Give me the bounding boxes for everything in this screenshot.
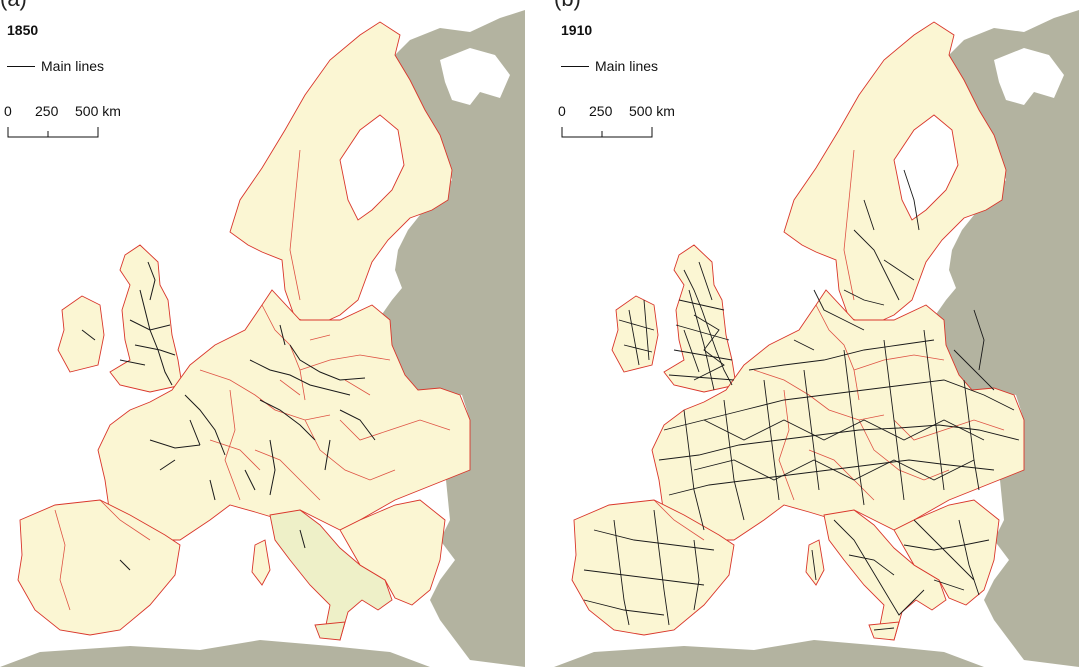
legend-line-symbol xyxy=(561,65,589,67)
ireland xyxy=(611,295,659,373)
year-label: 1850 xyxy=(7,22,39,38)
map-1910-svg xyxy=(554,10,1079,667)
italy xyxy=(823,509,947,641)
scale-label-zero: 0 xyxy=(4,103,12,119)
scale-label-mid: 250 xyxy=(35,103,59,119)
legend: Main lines xyxy=(7,57,104,75)
scale-label-end: 500 km xyxy=(629,103,675,119)
italy xyxy=(269,509,393,641)
balkans xyxy=(339,499,446,606)
north-africa xyxy=(0,640,430,667)
internal-borders xyxy=(54,149,451,611)
non-study-land xyxy=(554,10,1079,667)
ireland xyxy=(57,295,105,373)
sardinia xyxy=(251,539,271,586)
eastern-land-mass xyxy=(926,10,1079,667)
great-britain xyxy=(109,244,183,393)
railway-lines-1910 xyxy=(583,169,1020,631)
map-1850-svg xyxy=(0,10,525,667)
legend-label: Main lines xyxy=(595,58,659,74)
white-sea xyxy=(994,48,1064,105)
year-label: 1910 xyxy=(561,22,593,38)
internal-borders xyxy=(653,149,1005,541)
scale-label-mid: 250 xyxy=(589,103,613,119)
finland-east xyxy=(339,114,405,221)
finland-east xyxy=(893,114,959,221)
sardinia xyxy=(805,539,825,586)
scale-label-end: 500 km xyxy=(75,103,121,119)
sicily xyxy=(868,621,900,641)
iberia xyxy=(17,499,181,636)
legend: Main lines xyxy=(561,57,658,75)
eastern-land-mass xyxy=(372,10,525,667)
railway-lines-1850 xyxy=(81,261,376,571)
scale-label-zero: 0 xyxy=(558,103,566,119)
non-study-land xyxy=(0,10,525,667)
scale-bar: 0 250 500 km xyxy=(558,103,701,139)
scandinavia xyxy=(229,21,453,326)
iberia xyxy=(571,499,735,636)
white-sea xyxy=(440,48,510,105)
map-panel-1910: (b) 1910 Main lines 0 250 500 km xyxy=(554,0,1079,667)
legend-label: Main lines xyxy=(41,58,105,74)
north-africa xyxy=(554,640,984,667)
scale-bar-line xyxy=(561,127,653,138)
scale-bar: 0 250 500 km xyxy=(4,103,147,139)
scale-bar-line xyxy=(7,127,99,138)
scandinavia xyxy=(783,21,1007,326)
panel-letter: (b) xyxy=(554,0,581,10)
panel-letter: (a) xyxy=(0,0,27,10)
sicily xyxy=(314,621,346,641)
legend-line-symbol xyxy=(7,65,35,67)
map-panel-1850: (a) 1850 Main lines 0 250 500 km xyxy=(0,0,525,667)
